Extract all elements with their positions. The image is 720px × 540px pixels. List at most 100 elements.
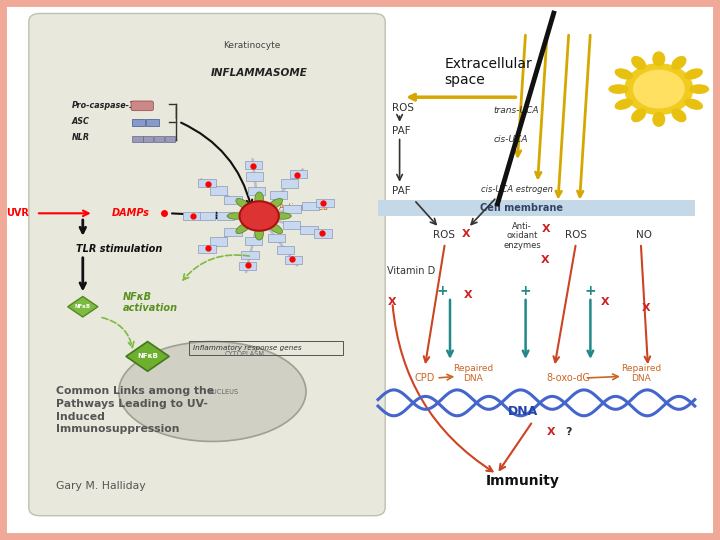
FancyBboxPatch shape [245,161,262,169]
Ellipse shape [631,56,646,70]
Text: Keratinocyte: Keratinocyte [223,42,281,50]
Ellipse shape [685,69,703,79]
Text: NO: NO [636,230,652,240]
FancyBboxPatch shape [182,212,199,220]
Ellipse shape [672,56,686,70]
Text: Cell membrane: Cell membrane [480,203,564,213]
FancyBboxPatch shape [302,201,319,210]
Text: +: + [585,284,596,298]
FancyBboxPatch shape [284,205,301,213]
Text: cis-UCA: cis-UCA [493,135,528,144]
Text: X: X [600,298,609,307]
Text: DAMPs: DAMPs [112,208,150,218]
Ellipse shape [236,223,250,233]
Text: Activated Ca: Activated Ca [279,204,328,212]
Text: X: X [541,225,550,234]
Circle shape [240,201,279,231]
Text: NLR: NLR [72,133,90,142]
FancyBboxPatch shape [199,179,216,187]
Text: ASC: ASC [72,117,90,126]
Text: Vitamin D: Vitamin D [387,266,435,276]
FancyBboxPatch shape [282,221,300,229]
Text: PAF: PAF [392,186,411,196]
FancyBboxPatch shape [165,136,175,142]
FancyBboxPatch shape [241,251,258,259]
FancyBboxPatch shape [154,136,164,142]
Text: X: X [464,290,472,300]
FancyBboxPatch shape [239,262,256,271]
Polygon shape [68,296,98,317]
Text: 8-oxo-dG: 8-oxo-dG [546,373,591,383]
FancyBboxPatch shape [132,119,145,126]
FancyBboxPatch shape [246,172,264,180]
Ellipse shape [236,199,250,209]
FancyBboxPatch shape [143,136,153,142]
Text: ROS: ROS [433,230,455,240]
Ellipse shape [652,51,665,66]
Text: NUCLEUS: NUCLEUS [207,388,239,395]
Text: X: X [387,298,396,307]
Text: Gary M. Halliday: Gary M. Halliday [56,481,145,491]
Text: ROS: ROS [565,230,587,240]
Circle shape [624,63,693,115]
FancyBboxPatch shape [29,14,385,516]
Text: INFLAMMASOME: INFLAMMASOME [211,68,307,78]
Ellipse shape [274,213,291,219]
Text: trans-UCA: trans-UCA [493,106,539,114]
Ellipse shape [608,84,629,94]
Text: Inflammatory response genes: Inflammatory response genes [193,345,302,352]
Text: Extracellular
space: Extracellular space [444,57,532,87]
Circle shape [633,70,685,109]
FancyBboxPatch shape [197,212,215,220]
FancyBboxPatch shape [315,230,332,238]
Text: CYTOPLASM: CYTOPLASM [225,350,265,357]
Text: PAF: PAF [392,126,411,136]
FancyBboxPatch shape [281,179,298,187]
Text: Repaired
DNA: Repaired DNA [453,364,493,383]
Ellipse shape [269,223,282,233]
Ellipse shape [652,112,665,127]
FancyBboxPatch shape [210,238,228,246]
FancyBboxPatch shape [268,234,285,242]
Ellipse shape [227,213,245,219]
Text: X: X [541,255,549,265]
Text: +: + [436,284,448,298]
Text: NFκB: NFκB [75,304,91,309]
Text: NFκB: NFκB [138,353,158,360]
FancyBboxPatch shape [225,228,242,237]
Text: Repaired
DNA: Repaired DNA [621,364,661,383]
Ellipse shape [255,192,264,205]
FancyBboxPatch shape [199,245,216,253]
FancyBboxPatch shape [245,237,262,245]
FancyBboxPatch shape [300,226,318,234]
Ellipse shape [269,199,282,209]
FancyBboxPatch shape [225,195,242,204]
Ellipse shape [119,341,306,442]
FancyBboxPatch shape [131,101,153,111]
FancyBboxPatch shape [270,191,287,199]
Text: Immunity: Immunity [486,474,559,488]
Text: ?: ? [565,427,572,437]
FancyBboxPatch shape [146,119,159,126]
Text: X: X [642,303,650,313]
Ellipse shape [255,227,264,240]
Text: NFκB
activation: NFκB activation [122,292,178,313]
Ellipse shape [685,99,703,110]
Text: Pro-caspase-1: Pro-caspase-1 [72,101,135,110]
Text: X: X [546,427,555,437]
FancyBboxPatch shape [132,136,143,142]
Text: DNA: DNA [508,405,538,418]
Ellipse shape [615,69,633,79]
Ellipse shape [689,84,709,94]
Text: X: X [462,230,471,239]
Text: +: + [520,284,531,298]
FancyBboxPatch shape [248,186,265,194]
Polygon shape [126,341,169,372]
FancyBboxPatch shape [316,199,333,207]
Text: TLR stimulation: TLR stimulation [76,245,162,254]
Text: Common Links among the
Pathways Leading to UV-
Induced
Immunosuppression: Common Links among the Pathways Leading … [56,386,215,435]
FancyBboxPatch shape [277,246,294,254]
FancyBboxPatch shape [284,256,302,264]
Ellipse shape [672,109,686,122]
Text: UVR: UVR [6,208,29,218]
